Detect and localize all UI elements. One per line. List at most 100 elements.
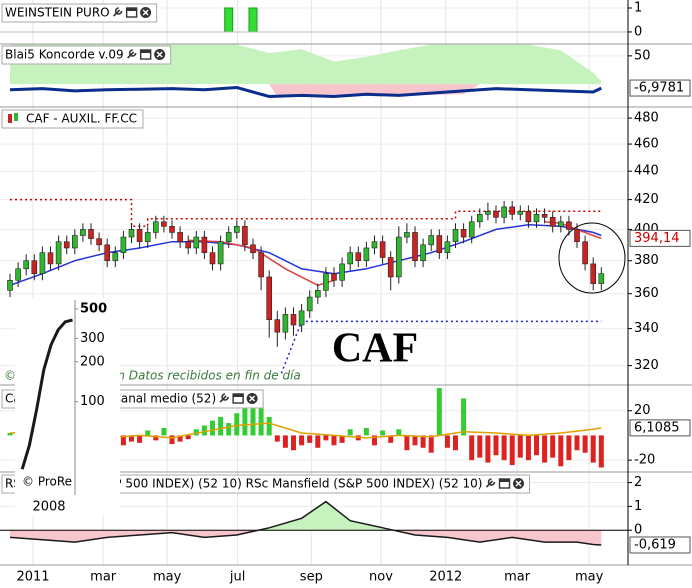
current-value-label: 6,1085 [634, 420, 680, 435]
bar [120, 435, 126, 446]
bar [582, 435, 588, 453]
icon-window-bar [233, 394, 244, 397]
y-tick-label: 340 [634, 321, 659, 336]
x-tick-label: nov [369, 570, 393, 585]
bar [266, 416, 272, 436]
candle-body [396, 236, 402, 278]
candle-body [15, 268, 21, 281]
inset [15, 298, 120, 516]
bar [258, 400, 264, 436]
bar [477, 435, 483, 458]
bar [282, 435, 288, 448]
line [9, 85, 602, 99]
y-tick-label: 480 [634, 111, 659, 126]
candle-body [387, 257, 394, 278]
candle-body [525, 211, 532, 223]
bar [485, 435, 491, 463]
bar [469, 435, 475, 461]
y-tick-label: 460 [634, 137, 659, 152]
candle-body [566, 221, 572, 230]
bar [396, 429, 402, 436]
candle-body [225, 232, 232, 243]
bar [177, 435, 183, 442]
x-tick-label: mar [90, 570, 117, 585]
candle-body [47, 252, 54, 265]
dotted-line [10, 198, 602, 228]
candle-body [347, 252, 354, 265]
bar [226, 423, 232, 436]
bar [517, 435, 523, 458]
bar [291, 435, 297, 451]
bar [323, 435, 329, 441]
y-tick-label: 0 [634, 523, 642, 538]
candle-body [363, 247, 370, 261]
bar [7, 432, 13, 436]
y-tick-label: -20 [634, 453, 655, 468]
y-tick-label: 360 [634, 286, 659, 301]
bar [509, 435, 515, 466]
x-axis-label: 2008 [32, 500, 65, 515]
icon-wrench [219, 393, 229, 403]
bar [428, 435, 434, 453]
line [9, 224, 602, 287]
icon-candle [8, 114, 12, 123]
candle-body [468, 221, 475, 238]
current-value-box [629, 79, 691, 97]
icon-candle [14, 113, 18, 121]
candle-body [234, 226, 240, 233]
x-tick-label: mar [504, 570, 531, 585]
bar [137, 435, 143, 443]
panel-title: RSc Mansfield (S&P 500 INDEX) (52 10) RS… [5, 477, 483, 491]
candle-body [63, 241, 70, 249]
candle-body [412, 232, 418, 261]
candle-body [323, 273, 329, 291]
bar [525, 435, 531, 461]
candle-body [104, 244, 111, 261]
bar [420, 435, 426, 448]
note: CAF [332, 326, 418, 372]
candle-body [23, 260, 30, 270]
current-value-label: 394,14 [634, 231, 680, 246]
icon-wrench [113, 7, 123, 17]
bar [534, 435, 540, 456]
bar [363, 428, 369, 436]
icon-wrench [127, 49, 137, 59]
panel-title: Blai5 Koncorde v.09 [5, 48, 124, 62]
candle-body [590, 263, 597, 284]
current-value-box [629, 536, 691, 554]
candle-body [436, 235, 443, 254]
bar [129, 435, 135, 442]
bar [412, 435, 418, 446]
candle-body [72, 235, 78, 249]
candle-body [88, 229, 94, 239]
bar [388, 435, 394, 443]
bar [347, 429, 353, 436]
current-value-label: -6,9781 [634, 81, 684, 96]
candle-body [153, 221, 159, 233]
candle-body [80, 229, 86, 236]
candle-body [549, 216, 556, 227]
bar [501, 435, 507, 461]
bar [380, 430, 386, 436]
candle-body [209, 252, 216, 265]
bar [493, 435, 499, 456]
panel-header [1, 109, 144, 129]
candle-body [185, 241, 192, 249]
panel-title: CAF - AUXIL. FF.CC [26, 112, 137, 126]
bar [250, 408, 256, 436]
bar [299, 435, 305, 446]
icon-close-x [142, 9, 149, 16]
candle-body [420, 244, 426, 261]
bar [161, 428, 167, 436]
candle-body [501, 206, 507, 218]
bar [598, 435, 604, 468]
candle-body [55, 241, 62, 265]
candle-body [355, 252, 362, 261]
bar [461, 398, 467, 436]
bar [185, 435, 191, 440]
line [20, 318, 73, 470]
bar [224, 7, 234, 33]
candle-body [477, 214, 483, 223]
bar [574, 435, 580, 451]
